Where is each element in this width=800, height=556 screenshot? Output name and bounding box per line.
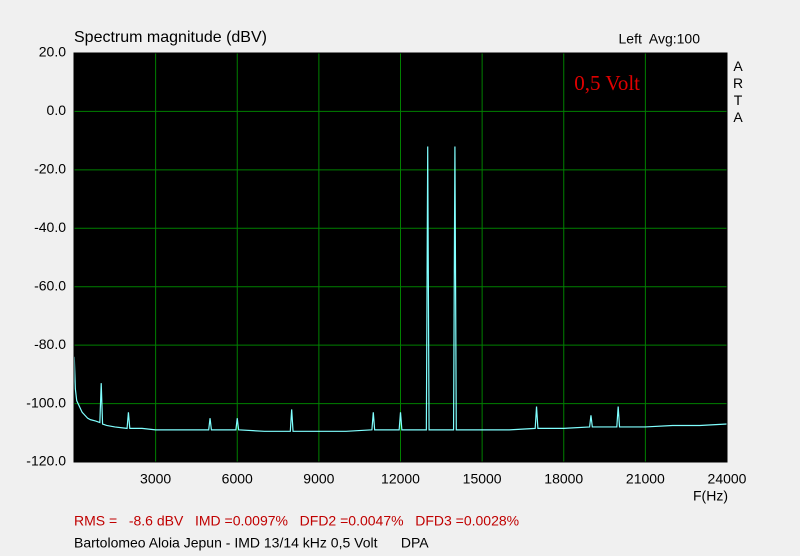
chart-title: Spectrum magnitude (dBV) bbox=[74, 29, 267, 46]
stats-line: RMS = -8.6 dBV IMD =0.0097% DFD2 =0.0047… bbox=[74, 513, 519, 529]
x-tick-label: 3000 bbox=[140, 471, 171, 487]
side-label: ARTA bbox=[730, 58, 746, 126]
spectrum-line bbox=[73, 146, 728, 432]
y-tick-label: -120.0 bbox=[26, 453, 66, 469]
y-tick-label: 20.0 bbox=[39, 44, 66, 60]
x-tick-label: 9000 bbox=[303, 471, 334, 487]
annotation: 0,5 Volt bbox=[574, 71, 640, 95]
x-axis-label: F(Hz) bbox=[693, 488, 728, 504]
footer: Bartolomeo Aloia Jepun - IMD 13/14 kHz 0… bbox=[74, 535, 429, 551]
x-tick-label: 24000 bbox=[708, 471, 747, 487]
x-tick-label: 12000 bbox=[381, 471, 420, 487]
x-tick-label: 21000 bbox=[626, 471, 665, 487]
y-tick-label: 0.0 bbox=[47, 102, 67, 118]
x-tick-label: 6000 bbox=[222, 471, 253, 487]
y-tick-label: -60.0 bbox=[34, 277, 66, 293]
plot-border bbox=[73, 52, 728, 463]
y-tick-label: -40.0 bbox=[34, 219, 66, 235]
y-tick-label: -80.0 bbox=[34, 336, 66, 352]
channel-info: Left Avg:100 bbox=[619, 31, 701, 47]
x-tick-label: 18000 bbox=[544, 471, 583, 487]
x-tick-label: 15000 bbox=[463, 471, 502, 487]
y-tick-label: -100.0 bbox=[26, 394, 66, 410]
y-tick-label: -20.0 bbox=[34, 161, 66, 177]
